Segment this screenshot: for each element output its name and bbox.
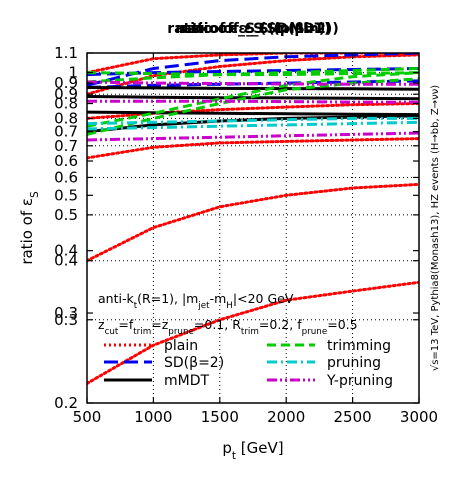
legend-label-0: plain [164, 338, 198, 354]
legend-label-2: SD(β=2) [164, 355, 224, 371]
y-tick-label: 0.5 [54, 186, 78, 204]
title-overprint-1: ratio of ε_S (SD(β=2)) [167, 21, 338, 37]
series-line-plain-2 [87, 137, 419, 160]
y-tick-label: 0.9 [54, 85, 78, 103]
series-line-y-pruning-19 [87, 131, 419, 142]
x-tick-label: 1500 [201, 408, 239, 426]
legend-label-3: pruning [327, 355, 381, 371]
title-overprint-2: ratio of ε_S (mMDT) [175, 21, 330, 37]
legend-label-4: mMDT [164, 373, 209, 389]
series-line-mmdt-9 [87, 86, 419, 91]
series-line-y-pruning-20 [87, 99, 419, 104]
axis-ticks: 500 1000 1500 2000 2500 30001.110.90.90.80.80… [54, 44, 438, 426]
y-tick-label: 0.4 [54, 242, 78, 260]
legend: plain trimming SD(β=2) pruning mMDT Y-pruning [104, 338, 393, 389]
series-line-plain-0 [87, 280, 419, 385]
series-line-mmdt-11 [87, 110, 419, 117]
y-tick-label: 0.9 [54, 74, 78, 92]
y-tick-label: 0.8 [54, 95, 78, 113]
x-tick-label: 2500 [334, 408, 372, 426]
y-tick-label: 0.2 [54, 394, 78, 412]
y-tick-label: 0.8 [54, 109, 78, 127]
legend-label-5: Y-pruning [326, 373, 393, 389]
y-tick-label: 0.6 [54, 152, 78, 170]
annotation-side: √s=13 TeV, Pythia8(Monash13), HZ events … [430, 85, 441, 371]
series-line-plain-1 [87, 182, 419, 263]
title-overprint-0: ratio of ε_S (plain) [181, 21, 326, 37]
annotation-jet-def: anti-kt(R=1), |mjet-mH|<20 GeV [98, 291, 294, 311]
x-axis-label: pt [GeV] [222, 439, 283, 462]
y-tick-label: 1.1 [54, 44, 78, 62]
series-line-plain-4 [87, 53, 419, 96]
y-tick-label: 0.7 [54, 137, 78, 155]
series-line-sd-2--6 [87, 53, 419, 87]
series-line-pruning-17 [87, 120, 419, 131]
x-tick-label: 3000 [400, 408, 438, 426]
annotations: anti-kt(R=1), |mjet-mH|<20 GeV zcut=ftrim… [98, 85, 441, 371]
legend-label-1: trimming [327, 338, 391, 354]
series-line-plain-5 [87, 53, 419, 75]
y-tick-label: 1 [68, 64, 78, 82]
plot-frame [86, 52, 420, 404]
y-tick-label: 0.6 [54, 168, 78, 186]
y-tick-label: 0.3 [54, 304, 78, 322]
series-line-trimming-14 [87, 71, 419, 128]
series-group [87, 53, 419, 385]
y-axis-label: ratio of εS [18, 191, 41, 265]
x-tick-label: 500 [73, 408, 102, 426]
y-tick-label: 0.7 [54, 123, 78, 141]
series-line-trimming-16 [87, 71, 419, 77]
series-line-y-pruning-21 [87, 80, 419, 86]
y-tick-label: 0.3 [54, 311, 78, 329]
chart-title: ratio of ε_S (plain)ratio of ε_S (SD(β=2… [167, 21, 338, 37]
series-line-sd-2--7 [87, 67, 419, 77]
x-tick-label: 1000 [134, 408, 172, 426]
x-tick-label: 2000 [267, 408, 305, 426]
y-tick-label: 0.4 [54, 252, 78, 270]
y-tick-label: 0.5 [54, 206, 78, 224]
series-line-pruning-18 [87, 116, 419, 126]
annotation-params: zcut=ftrim=zprune=0.1, Rtrim=0.2, fprune… [98, 317, 358, 337]
